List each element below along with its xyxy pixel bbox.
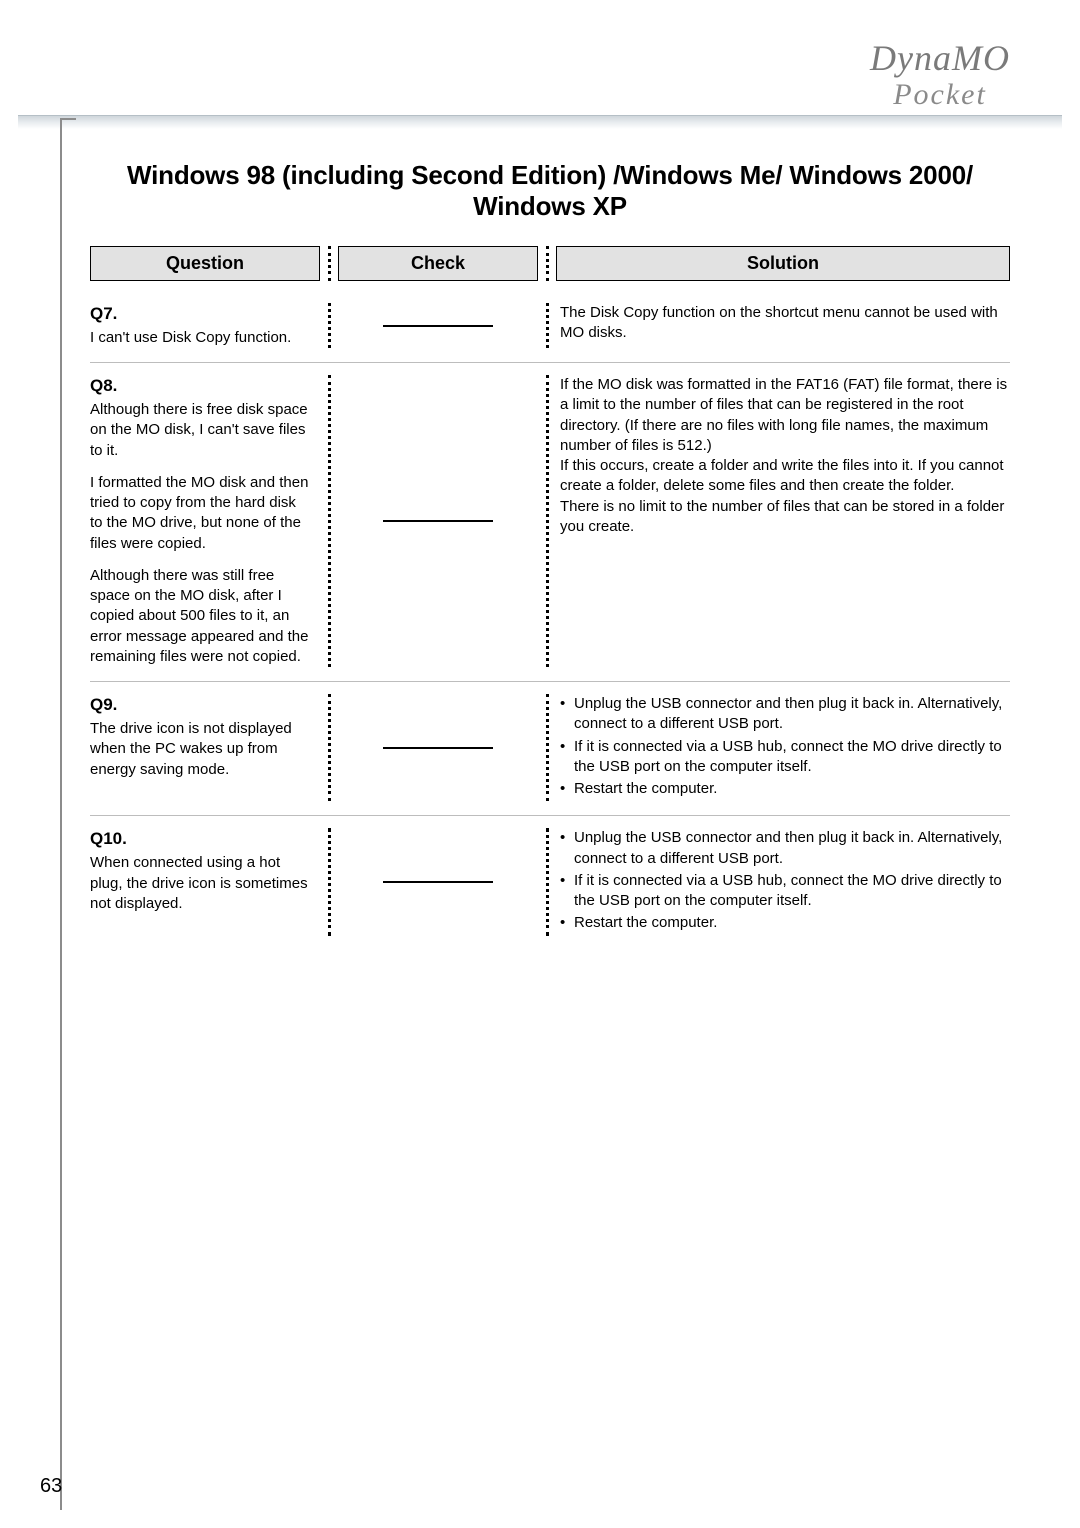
qa-row: Q7.I can't use Disk Copy function. The Di… <box>90 291 1010 363</box>
frame-vertical-rule <box>60 118 62 1510</box>
solution-bullet: Restart the computer. <box>560 779 1010 799</box>
solution-bullet-list: Unplug the USB connector and then plug i… <box>560 828 1010 933</box>
header-gradient-bar <box>18 115 1062 129</box>
dash-icon <box>383 325 493 327</box>
solution-bullet: If it is connected via a USB hub, connec… <box>560 737 1010 778</box>
brand-line-2: Pocket <box>870 78 1010 112</box>
column-header-row: Question Check Solution <box>90 246 1010 281</box>
header-gap-1 <box>320 246 338 281</box>
qa-row: Q9.The drive icon is not displayed when … <box>90 682 1010 816</box>
page: DynaMO Pocket Windows 98 (including Seco… <box>0 0 1080 1528</box>
page-title: Windows 98 (including Second Edition) /W… <box>90 160 1010 222</box>
question-text: When connected using a hot plug, the dri… <box>90 853 312 914</box>
page-number: 63 <box>40 1475 62 1498</box>
solution-text: The Disk Copy function on the shortcut m… <box>560 303 1010 344</box>
question-number: Q9. <box>90 694 312 717</box>
question-number: Q10. <box>90 828 312 851</box>
qa-rows-container: Q7.I can't use Disk Copy function. The Di… <box>90 291 1010 950</box>
check-cell <box>338 375 538 667</box>
header-solution: Solution <box>556 246 1010 281</box>
question-text: I formatted the MO disk and then tried t… <box>90 473 312 554</box>
question-cell: Q10.When connected using a hot plug, the… <box>90 828 320 935</box>
solution-cell: The Disk Copy function on the shortcut m… <box>556 303 1010 348</box>
question-number: Q8. <box>90 375 312 398</box>
question-number: Q7. <box>90 303 312 326</box>
solution-bullet: Unplug the USB connector and then plug i… <box>560 828 1010 869</box>
solution-bullet-list: Unplug the USB connector and then plug i… <box>560 694 1010 799</box>
dotted-separator <box>320 828 338 935</box>
solution-text: There is no limit to the number of files… <box>560 497 1010 538</box>
solution-bullet: Restart the computer. <box>560 913 1010 933</box>
question-cell: Q7.I can't use Disk Copy function. <box>90 303 320 348</box>
solution-bullet: If it is connected via a USB hub, connec… <box>560 871 1010 912</box>
dotted-separator <box>320 694 338 801</box>
question-text: I can't use Disk Copy function. <box>90 328 312 348</box>
solution-bullet: Unplug the USB connector and then plug i… <box>560 694 1010 735</box>
header-check: Check <box>338 246 538 281</box>
question-cell: Q9.The drive icon is not displayed when … <box>90 694 320 801</box>
solution-cell: Unplug the USB connector and then plug i… <box>556 828 1010 935</box>
solution-text: If the MO disk was formatted in the FAT1… <box>560 375 1010 456</box>
question-text: The drive icon is not displayed when the… <box>90 719 312 780</box>
dotted-separator <box>538 303 556 348</box>
question-text: Although there is free disk space on the… <box>90 400 312 461</box>
brand-line-1: DynaMO <box>870 40 1010 78</box>
content-area: Windows 98 (including Second Edition) /W… <box>90 160 1010 950</box>
solution-cell: If the MO disk was formatted in the FAT1… <box>556 375 1010 667</box>
header-question: Question <box>90 246 320 281</box>
brand-block: DynaMO Pocket <box>870 40 1010 112</box>
qa-row: Q10.When connected using a hot plug, the… <box>90 816 1010 949</box>
dotted-separator <box>538 694 556 801</box>
frame-horizontal-stub <box>60 118 76 120</box>
solution-text: If this occurs, create a folder and writ… <box>560 456 1010 497</box>
dash-icon <box>383 520 493 522</box>
dotted-separator <box>320 303 338 348</box>
dotted-separator <box>538 828 556 935</box>
header-gap-2 <box>538 246 556 281</box>
solution-cell: Unplug the USB connector and then plug i… <box>556 694 1010 801</box>
dotted-separator <box>538 375 556 667</box>
check-cell <box>338 828 538 935</box>
question-cell: Q8.Although there is free disk space on … <box>90 375 320 667</box>
qa-row: Q8.Although there is free disk space on … <box>90 363 1010 682</box>
dotted-separator <box>320 375 338 667</box>
check-cell <box>338 303 538 348</box>
check-cell <box>338 694 538 801</box>
dash-icon <box>383 881 493 883</box>
dash-icon <box>383 747 493 749</box>
question-text: Although there was still free space on t… <box>90 566 312 667</box>
